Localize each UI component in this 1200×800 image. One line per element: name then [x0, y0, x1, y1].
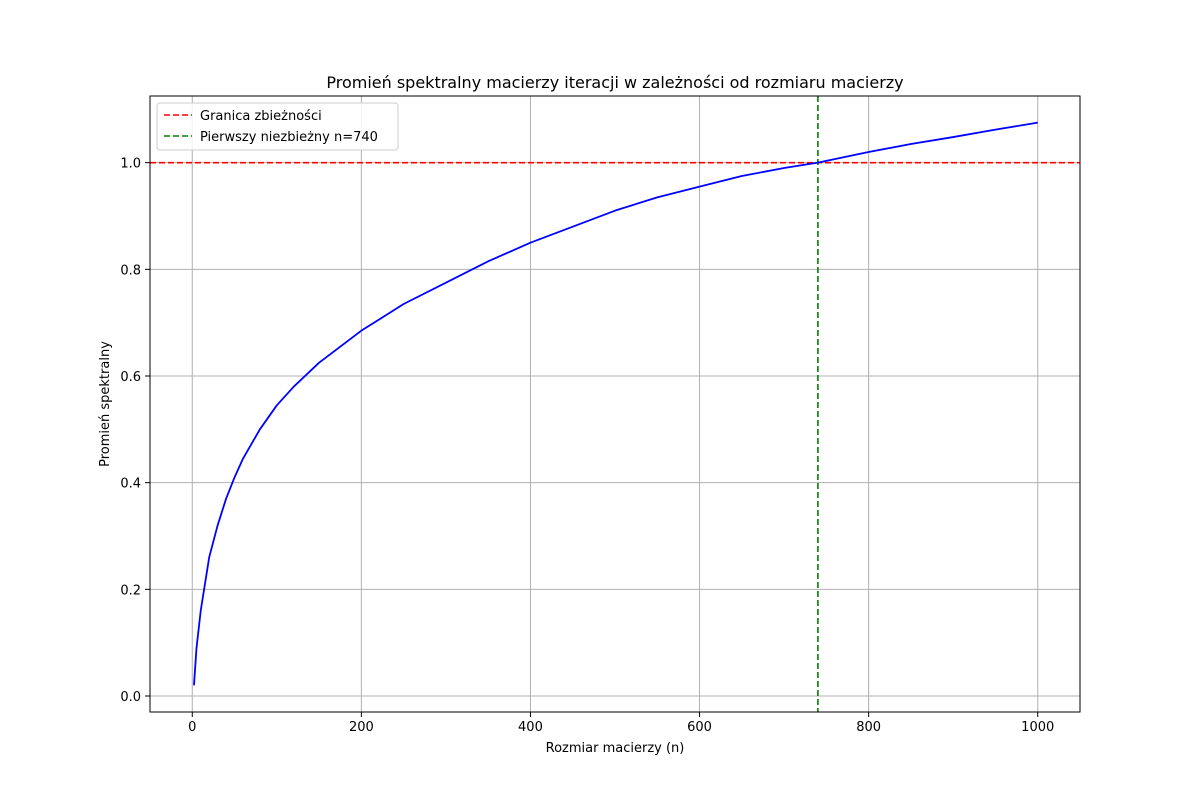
y-tick-label: 0.4: [120, 477, 141, 492]
y-axis-title: Promień spektralny: [98, 341, 113, 467]
grid: [150, 96, 1080, 712]
legend: Granica zbieżności Pierwszy niezbieżny n=…: [156, 102, 399, 151]
x-axis-title: Rozmiar macierzy (n): [546, 741, 685, 756]
x-tick-label: 600: [687, 720, 712, 735]
spectral-radius-line: [193, 121, 1038, 686]
chart-title: Promień spektralny macierzy iteracji w z…: [326, 73, 903, 92]
x-tick-label: 200: [349, 720, 374, 735]
legend-label: Pierwszy niezbieżny n=740: [200, 130, 378, 145]
y-tick-label: 1.0: [120, 157, 141, 172]
x-tick-label: 400: [518, 720, 543, 735]
x-tick-label: 0: [188, 720, 196, 735]
y-tick-label: 0.0: [120, 690, 141, 705]
x-tick-label: 1000: [1021, 720, 1054, 735]
legend-label: Granica zbieżności: [200, 109, 322, 124]
series-group: [193, 121, 1038, 686]
x-axis: 0 200 400 600 800 1000: [188, 712, 1054, 735]
reference-lines: [150, 96, 1080, 712]
x-tick-label: 800: [856, 720, 881, 735]
legend-box: [156, 102, 399, 151]
y-tick-label: 0.8: [120, 263, 141, 278]
y-tick-label: 0.6: [120, 370, 141, 385]
y-tick-label: 0.2: [120, 583, 141, 598]
plot-frame: [149, 95, 1081, 713]
y-axis: 0.0 0.2 0.4 0.6 0.8 1.0: [120, 157, 150, 705]
